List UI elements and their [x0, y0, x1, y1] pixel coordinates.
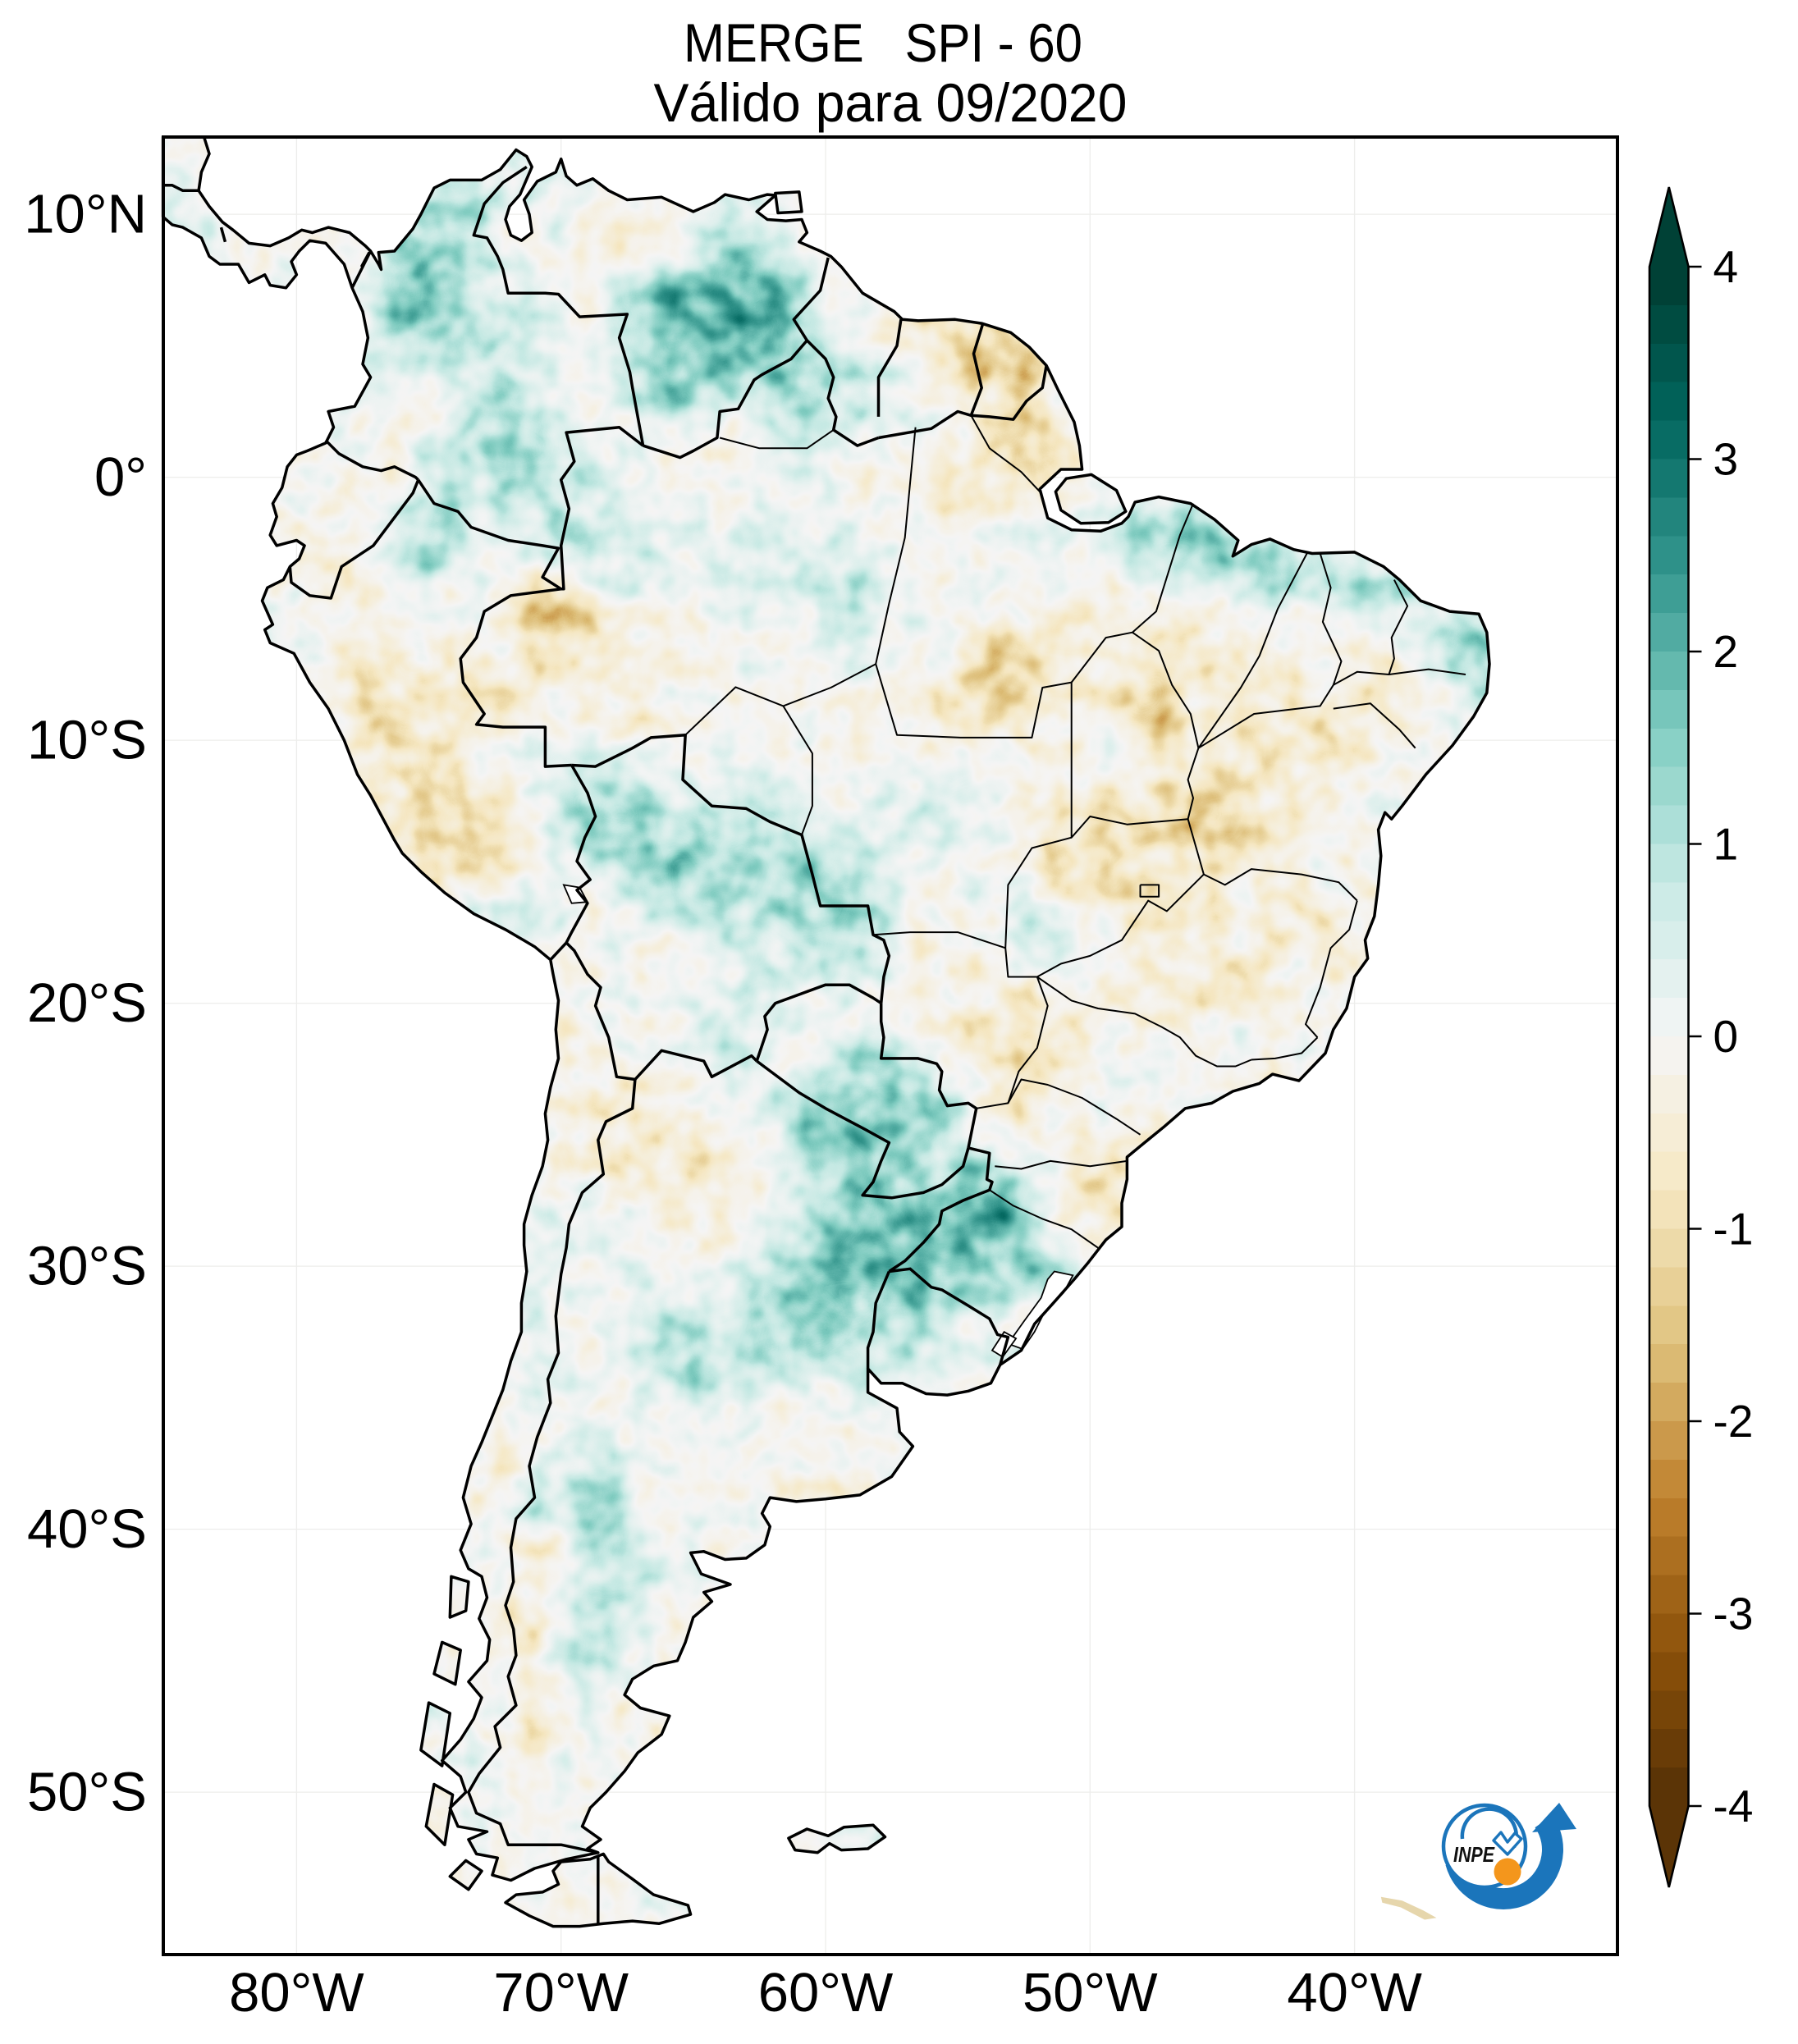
svg-text:70°W: 70°W: [493, 1962, 629, 2023]
svg-text:80°W: 80°W: [229, 1962, 364, 2023]
svg-text:1: 1: [1713, 819, 1739, 870]
svg-text:10°N: 10°N: [24, 184, 147, 245]
svg-text:2: 2: [1713, 626, 1739, 677]
svg-text:0°: 0°: [94, 446, 147, 508]
svg-text:Válido para 09/2020: Válido para 09/2020: [654, 72, 1128, 133]
svg-text:50°S: 50°S: [27, 1762, 147, 1823]
svg-text:-2: -2: [1713, 1396, 1754, 1447]
svg-text:MERGE SPI - 60: MERGE SPI - 60: [684, 12, 1082, 73]
svg-text:40°W: 40°W: [1287, 1962, 1422, 2023]
svg-text:-3: -3: [1713, 1589, 1754, 1639]
svg-text:4: 4: [1713, 241, 1739, 292]
svg-text:30°S: 30°S: [27, 1236, 147, 1297]
svg-text:60°W: 60°W: [758, 1962, 894, 2023]
svg-text:-1: -1: [1713, 1204, 1754, 1255]
svg-text:40°S: 40°S: [27, 1498, 147, 1560]
svg-text:20°S: 20°S: [27, 972, 147, 1034]
svg-text:50°W: 50°W: [1023, 1962, 1158, 2023]
svg-text:-4: -4: [1713, 1781, 1754, 1831]
svg-text:INPE: INPE: [1453, 1842, 1495, 1867]
svg-text:10°S: 10°S: [27, 710, 147, 771]
svg-text:0: 0: [1713, 1011, 1739, 1062]
svg-text:3: 3: [1713, 434, 1739, 485]
